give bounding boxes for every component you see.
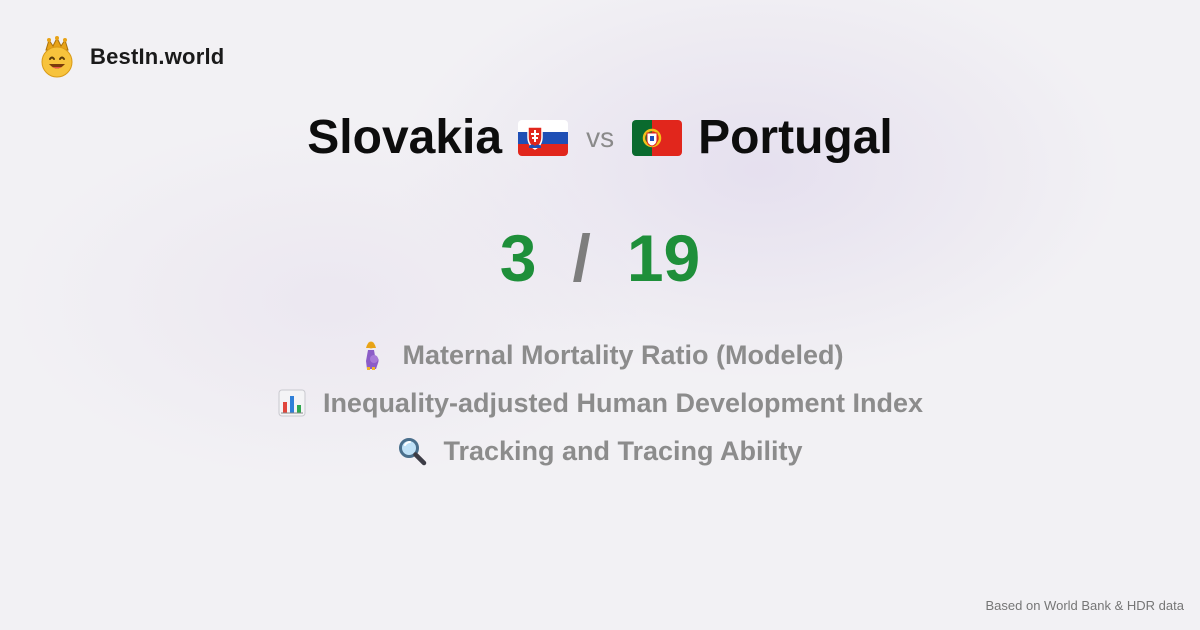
metric-item: Maternal Mortality Ratio (Modeled)	[356, 336, 844, 374]
comparison-title: Slovakia vs Portugal	[0, 110, 1200, 165]
metric-item: Tracking and Tracing Ability	[397, 432, 803, 470]
metric-list: Maternal Mortality Ratio (Modeled) Inequ…	[0, 336, 1200, 470]
score-separator: /	[572, 221, 591, 295]
metric-label: Maternal Mortality Ratio (Modeled)	[402, 339, 844, 370]
brand-name: BestIn.world	[90, 44, 225, 69]
metric-item: Inequality-adjusted Human Development In…	[277, 384, 923, 422]
crowned-smiley-icon	[41, 36, 73, 78]
pregnant-woman-icon	[366, 341, 380, 370]
brand[interactable]: BestIn.world	[38, 36, 224, 78]
metric-label: Tracking and Tracing Ability	[443, 435, 803, 466]
magnifying-glass-icon	[399, 438, 427, 466]
left-score: 3	[499, 221, 537, 295]
portugal-flag-icon	[632, 119, 683, 156]
vs-label: vs	[586, 121, 615, 153]
left-country-name: Slovakia	[307, 111, 503, 164]
slovakia-flag-icon	[518, 119, 569, 156]
metric-label: Inequality-adjusted Human Development In…	[322, 387, 924, 418]
bar-chart-icon	[278, 389, 306, 417]
right-country-name: Portugal	[698, 111, 893, 164]
score-display: 3 / 19	[0, 220, 1200, 296]
data-source-note: Based on World Bank & HDR data	[985, 598, 1184, 613]
right-score: 19	[626, 221, 701, 295]
